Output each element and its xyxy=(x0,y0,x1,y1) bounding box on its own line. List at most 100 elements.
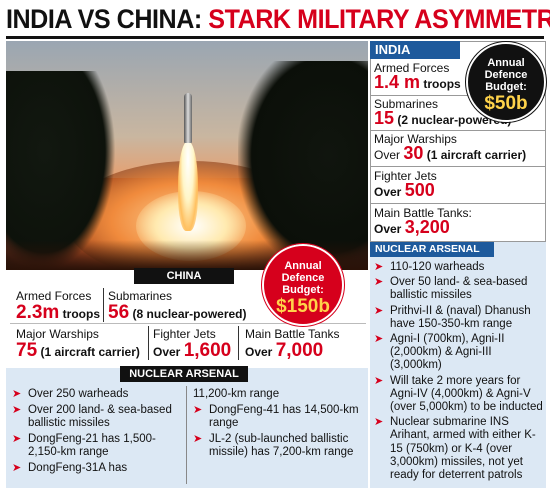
china-submarines: Submarines 56 (8 nuclear-powered) xyxy=(108,289,247,323)
china-warships: Major Warships 75 (1 aircraft carrier) xyxy=(16,327,140,361)
china-tanks: Main Battle Tanks Over 7,000 xyxy=(245,327,340,361)
china-fighter-jets-prefix: Over xyxy=(153,345,181,359)
arrow-bullet-icon: ➤ xyxy=(193,432,203,445)
china-warships-value: 75 xyxy=(16,340,38,361)
divider xyxy=(148,326,149,360)
india-armed-forces-unit: troops xyxy=(423,77,461,91)
india-warships-prefix: Over xyxy=(374,148,401,162)
title-part-2: STARK MILITARY ASYMMETRY xyxy=(208,4,550,34)
india-warships: Major Warships Over 30 (1 aircraft carri… xyxy=(374,132,526,162)
list-item: ➤ Nuclear submarine INS Arihant, armed wi… xyxy=(374,416,544,482)
trees-right xyxy=(238,61,368,270)
china-armed-forces-value: 2.3m xyxy=(16,302,60,323)
china-label: CHINA xyxy=(134,268,234,284)
list-item: ➤ Over 50 land- & sea-based ballistic mis… xyxy=(374,276,544,302)
india-submarines-value: 15 xyxy=(374,108,395,128)
china-submarines-value: 56 xyxy=(108,302,130,323)
list-item-text: DongFeng-21 has 1,500-2,150-km range xyxy=(28,432,156,459)
china-fighter-jets: Fighter Jets Over 1,600 xyxy=(153,327,231,361)
title-part-1: INDIA VS CHINA: xyxy=(6,4,202,34)
india-submarines: Submarines 15 (2 nuclear-powered) xyxy=(374,97,511,127)
india-fighter-jets-value: 500 xyxy=(404,180,435,200)
china-budget-label-1: Annual xyxy=(284,260,322,272)
list-item: ➤ Agni-I (700km), Agni-II (2,000km) & Agn… xyxy=(374,333,544,373)
divider xyxy=(370,166,546,167)
india-budget-badge: Annual Defence Budget: $50b xyxy=(465,41,547,123)
china-nuclear-list-left: ➤ Over 250 warheads ➤ Over 200 land- & sea-… xyxy=(12,388,182,477)
arrow-bullet-icon: ➤ xyxy=(374,261,384,273)
china-warships-note: (1 aircraft carrier) xyxy=(40,345,140,359)
india-tanks-label: Main Battle Tanks: xyxy=(374,206,472,220)
india-submarines-note: (2 nuclear-powered) xyxy=(397,113,512,127)
divider xyxy=(186,386,187,484)
india-budget-label-2: Defence xyxy=(484,69,528,81)
list-item-text: 110-120 warheads xyxy=(390,261,485,273)
india-armed-forces-label: Armed Forces xyxy=(374,61,450,75)
china-submarines-note: (8 nuclear-powered) xyxy=(132,307,247,321)
list-item-text: Prithvi-II & (naval) Dhanush have 150-35… xyxy=(390,304,531,330)
trees-left xyxy=(6,71,116,270)
india-tanks-value: 3,200 xyxy=(404,217,450,237)
list-item-text: Over 200 land- & sea-based ballistic mis… xyxy=(28,403,172,430)
list-item-text: Agni-I (700km), Agni-II (2,000km) & Agni… xyxy=(390,333,505,372)
china-budget-badge: Annual Defence Budget: $150b xyxy=(261,243,345,327)
list-item: 11,200-km range xyxy=(193,388,280,400)
china-budget-label-2: Defence xyxy=(281,272,325,284)
divider xyxy=(370,130,546,131)
list-item: ➤ DongFeng-21 has 1,500-2,150-km range xyxy=(12,433,182,460)
india-warships-value: 30 xyxy=(403,143,424,163)
arrow-bullet-icon: ➤ xyxy=(374,416,384,429)
india-warships-label: Major Warships xyxy=(374,132,457,146)
list-item-text: Over 50 land- & sea-based ballistic miss… xyxy=(390,276,528,302)
divider xyxy=(10,323,366,324)
list-item-text: Nuclear submarine INS Arihant, armed wit… xyxy=(390,416,536,482)
india-nuclear-list: ➤ 110-120 warheads ➤ Over 50 land- & sea-ba… xyxy=(374,261,544,484)
india-budget-amount: $50b xyxy=(484,93,528,114)
china-budget-label-3: Budget: xyxy=(282,284,324,296)
china-warships-label: Major Warships xyxy=(16,327,99,341)
arrow-bullet-icon: ➤ xyxy=(12,461,22,474)
list-item: ➤ 110-120 warheads xyxy=(374,261,544,274)
china-submarines-label: Submarines xyxy=(108,289,173,303)
india-fighter-jets: Fighter Jets Over 500 xyxy=(374,169,437,199)
china-tanks-label: Main Battle Tanks xyxy=(245,327,340,341)
arrow-bullet-icon: ➤ xyxy=(374,276,384,289)
india-armed-forces-value: 1.4 m xyxy=(374,72,421,92)
china-nuclear-label: NUCLEAR ARSENAL xyxy=(120,366,248,382)
list-item-text: Over 250 warheads xyxy=(28,388,129,400)
china-tanks-value: 7,000 xyxy=(275,340,324,361)
india-tanks-prefix: Over xyxy=(374,222,402,236)
india-tanks: Main Battle Tanks: Over 3,200 xyxy=(374,206,472,236)
arrow-bullet-icon: ➤ xyxy=(193,403,203,416)
arrow-bullet-icon: ➤ xyxy=(12,403,22,416)
china-armed-forces: Armed Forces 2.3m troops xyxy=(16,289,100,323)
china-armed-forces-label: Armed Forces xyxy=(16,289,92,303)
list-item: ➤ JL-2 (sub-launched ballistic missile) h… xyxy=(193,433,365,460)
china-nuclear-list-right: 11,200-km range ➤ DongFeng-41 has 14,500-… xyxy=(193,388,365,462)
arrow-bullet-icon: ➤ xyxy=(12,388,22,400)
list-item: ➤ Over 250 warheads xyxy=(12,388,182,402)
china-nuclear-panel xyxy=(6,368,368,488)
divider xyxy=(103,288,104,322)
india-fighter-jets-prefix: Over xyxy=(374,185,402,199)
india-nuclear-label: NUCLEAR ARSENAL xyxy=(370,242,494,257)
page-title: INDIA VS CHINA: STARK MILITARY ASYMMETRY xyxy=(6,4,550,34)
india-label: INDIA xyxy=(370,41,460,59)
list-item-text: Will take 2 more years for Agni-IV (4,00… xyxy=(390,374,543,414)
india-budget-label-1: Annual xyxy=(487,57,525,69)
divider xyxy=(238,326,239,360)
india-armed-forces: Armed Forces 1.4 m troops xyxy=(374,61,461,91)
india-nuclear-panel xyxy=(370,242,546,488)
list-item: ➤ Will take 2 more years for Agni-IV (4,0… xyxy=(374,375,544,415)
china-fighter-jets-value: 1,600 xyxy=(183,340,232,361)
india-warships-note: (1 aircraft carrier) xyxy=(426,148,527,162)
title-rule xyxy=(6,36,544,39)
china-tanks-prefix: Over xyxy=(245,345,273,359)
missile-flame xyxy=(178,141,198,231)
china-budget-amount: $150b xyxy=(276,296,330,317)
missile-icon xyxy=(184,93,192,143)
china-armed-forces-unit: troops xyxy=(62,307,100,321)
arrow-bullet-icon: ➤ xyxy=(374,304,384,317)
arrow-bullet-icon: ➤ xyxy=(12,432,22,445)
india-fighter-jets-label: Fighter Jets xyxy=(374,169,437,183)
